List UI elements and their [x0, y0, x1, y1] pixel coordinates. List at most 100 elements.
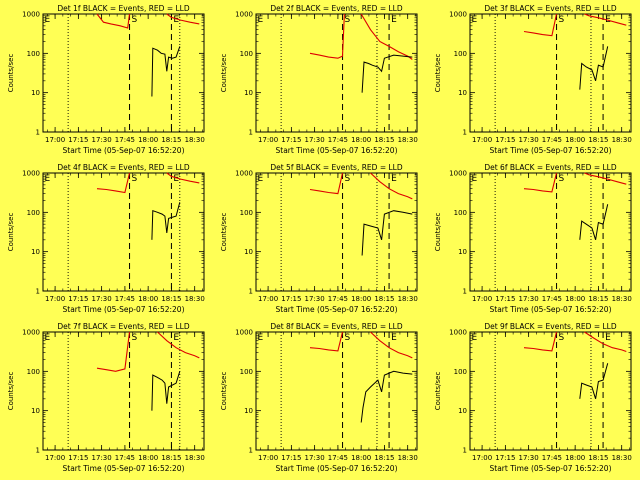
chart-panel: Det 4f BLACK = Events, RED = LLD Start Ti… — [7, 163, 205, 314]
y-tick-label: 1000 — [449, 329, 467, 337]
chart-title: Det 4f BLACK = Events, RED = LLD — [57, 163, 190, 172]
x-tick-label: 18:15 — [588, 454, 608, 462]
events-series-line — [360, 370, 413, 423]
chart-panel: Det 7f BLACK = Events, RED = LLD Start Ti… — [7, 322, 205, 473]
plot-frame — [469, 13, 632, 133]
chart-title: Det 2f BLACK = Events, RED = LLD — [270, 4, 403, 13]
y-tick-label: 1 — [249, 288, 253, 296]
x-axis-label: Start Time (05-Sep-07 16:52:20) — [490, 146, 612, 155]
x-tick-label: 18:00 — [138, 136, 158, 144]
y-tick-label: 10 — [31, 248, 40, 256]
x-tick-label: 17:45 — [542, 454, 562, 462]
x-tick-label: 18:30 — [185, 136, 205, 144]
y-axis-label: Counts/sec — [7, 54, 15, 93]
x-tick-label: 17:30 — [519, 295, 539, 303]
y-tick-label: 1000 — [235, 170, 253, 178]
y-tick-label: 10 — [458, 89, 467, 97]
corner-label: E — [472, 333, 478, 343]
y-tick-label: 1 — [249, 447, 253, 455]
chart-title: Det 7f BLACK = Events, RED = LLD — [57, 322, 190, 331]
lld-series-line — [523, 331, 627, 353]
x-tick-label: 17:30 — [305, 136, 325, 144]
x-tick-label: 17:15 — [281, 136, 301, 144]
marker-label: E — [173, 15, 179, 25]
x-tick-label: 17:15 — [495, 454, 515, 462]
x-tick-label: 18:00 — [351, 136, 371, 144]
chart-title: Det 1f BLACK = Events, RED = LLD — [57, 4, 190, 13]
lld-series-line — [96, 172, 200, 194]
chart-title: Det 6f BLACK = Events, RED = LLD — [484, 163, 617, 172]
corner-label: E — [258, 174, 264, 184]
y-tick-label: 10 — [244, 248, 253, 256]
y-tick-label: 1 — [463, 129, 467, 137]
marker-label: S — [345, 174, 351, 184]
corner-label: E — [45, 174, 51, 184]
x-tick-label: 17:15 — [68, 136, 88, 144]
marker-label: S — [132, 174, 138, 184]
marker-label: E — [391, 333, 397, 343]
x-tick-label: 17:00 — [472, 136, 492, 144]
marker-label: S — [559, 15, 565, 25]
x-tick-label: 18:30 — [398, 295, 418, 303]
y-axis-label: Counts/sec — [434, 372, 442, 411]
y-tick-label: 100 — [27, 50, 40, 58]
events-series-line — [151, 202, 181, 240]
y-tick-label: 1 — [463, 288, 467, 296]
y-tick-label: 10 — [458, 248, 467, 256]
y-tick-label: 100 — [454, 368, 467, 376]
y-axis-label: Counts/sec — [220, 54, 228, 93]
chart-panel: Det 6f BLACK = Events, RED = LLD Start Ti… — [434, 163, 632, 314]
y-tick-label: 1000 — [235, 11, 253, 19]
x-tick-label: 17:15 — [495, 295, 515, 303]
y-tick-label: 1 — [463, 447, 467, 455]
lld-series-line — [96, 13, 200, 29]
events-series-line — [151, 46, 181, 97]
x-tick-label: 18:15 — [161, 136, 181, 144]
corner-label: E — [472, 15, 478, 25]
lld-series-line — [309, 13, 413, 60]
chart-title: Det 9f BLACK = Events, RED = LLD — [484, 322, 617, 331]
x-tick-label: 17:15 — [68, 295, 88, 303]
y-tick-label: 100 — [27, 368, 40, 376]
x-tick-label: 18:15 — [374, 295, 394, 303]
x-tick-label: 18:30 — [185, 295, 205, 303]
chart-panel: Det 2f BLACK = Events, RED = LLD Start Ti… — [220, 4, 418, 155]
x-tick-label: 18:00 — [565, 295, 585, 303]
y-tick-label: 1000 — [235, 329, 253, 337]
x-tick-label: 17:45 — [328, 454, 348, 462]
x-axis-label: Start Time (05-Sep-07 16:52:20) — [63, 305, 185, 314]
x-tick-label: 17:00 — [258, 454, 278, 462]
x-axis-label: Start Time (05-Sep-07 16:52:20) — [490, 305, 612, 314]
y-tick-label: 1 — [249, 129, 253, 137]
x-tick-label: 18:00 — [351, 295, 371, 303]
x-tick-label: 17:30 — [519, 136, 539, 144]
marker-label: S — [345, 15, 351, 25]
x-tick-label: 17:15 — [281, 295, 301, 303]
x-tick-label: 17:45 — [328, 295, 348, 303]
x-tick-label: 18:30 — [612, 454, 632, 462]
y-tick-label: 10 — [244, 89, 253, 97]
marker-label: S — [559, 333, 565, 343]
y-axis-label: Counts/sec — [220, 372, 228, 411]
y-axis-label: Counts/sec — [7, 213, 15, 252]
x-tick-label: 17:00 — [472, 454, 492, 462]
marker-label: E — [391, 15, 397, 25]
x-tick-label: 18:00 — [565, 454, 585, 462]
x-tick-label: 17:15 — [68, 454, 88, 462]
x-tick-label: 17:00 — [258, 295, 278, 303]
chart-title: Det 5f BLACK = Events, RED = LLD — [270, 163, 403, 172]
x-tick-label: 18:15 — [161, 295, 181, 303]
x-tick-label: 17:15 — [281, 454, 301, 462]
chart-panel: Det 3f BLACK = Events, RED = LLD Start Ti… — [434, 4, 632, 155]
x-tick-label: 17:30 — [519, 454, 539, 462]
events-series-line — [579, 363, 609, 399]
corner-label: E — [258, 333, 264, 343]
y-axis-label: Counts/sec — [7, 372, 15, 411]
x-tick-label: 17:00 — [45, 295, 65, 303]
marker-label: S — [345, 333, 351, 343]
lld-series-line — [309, 172, 413, 200]
y-tick-label: 1000 — [22, 170, 40, 178]
y-tick-label: 1000 — [449, 170, 467, 178]
y-axis-label: Counts/sec — [220, 213, 228, 252]
